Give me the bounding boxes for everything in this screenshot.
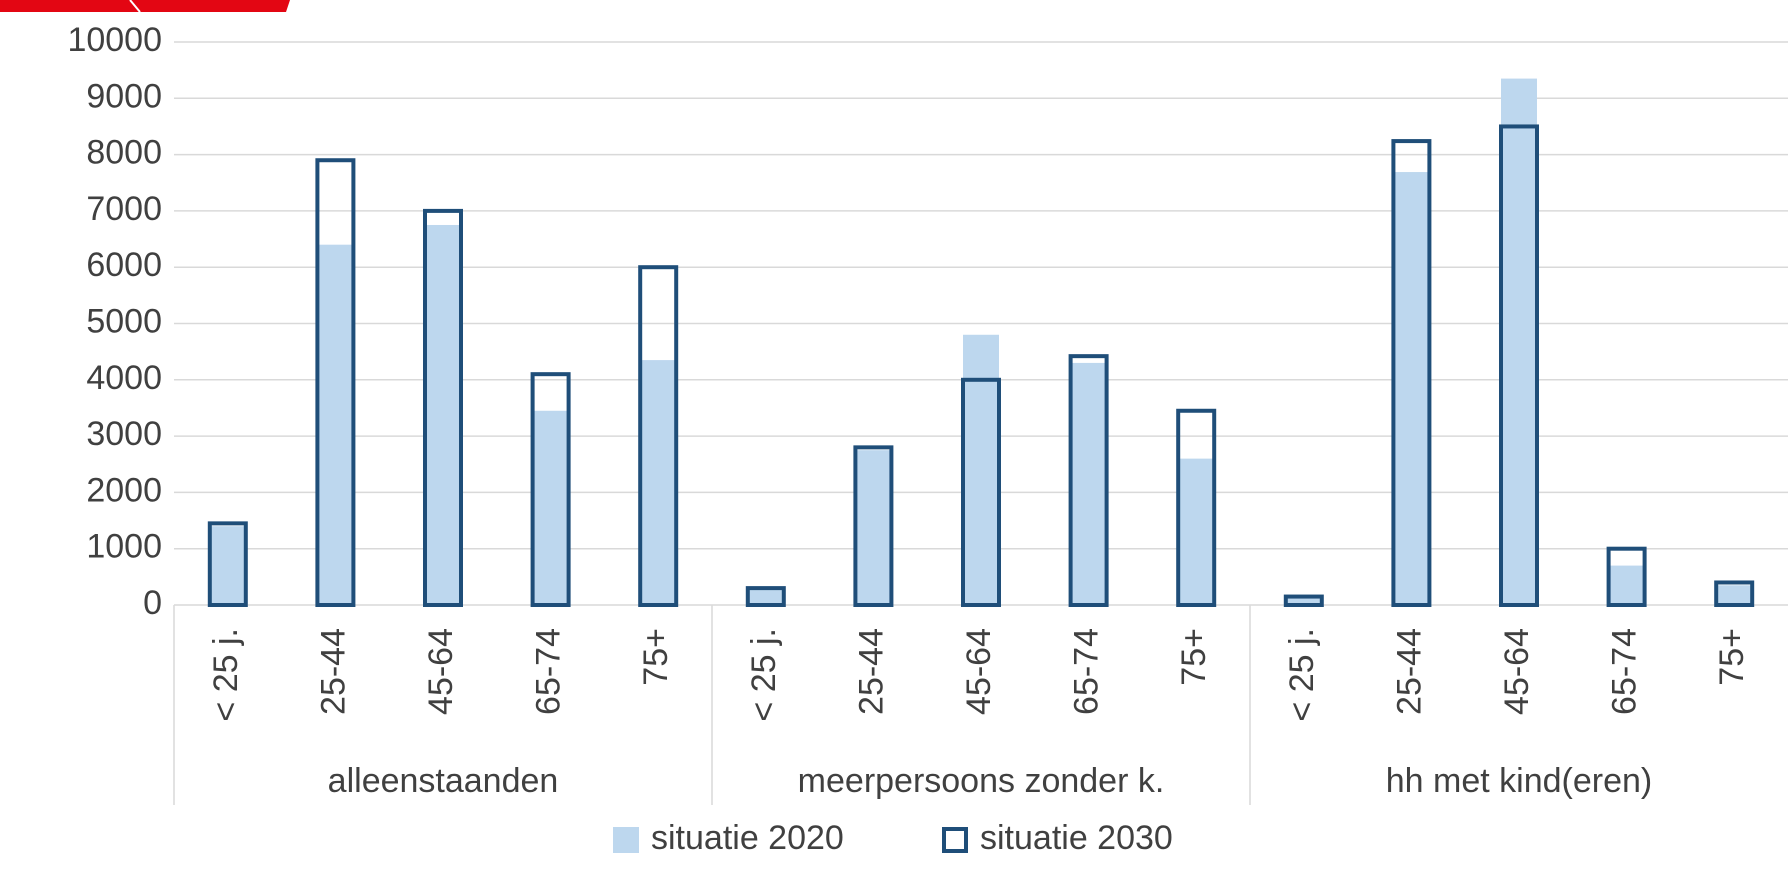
bar: [1716, 585, 1753, 605]
bar-outline: [1068, 354, 1109, 607]
x-tick-label: < 25 j.: [207, 628, 245, 722]
bar-outline: [638, 265, 679, 607]
y-tick-label: 7000: [86, 190, 162, 228]
bar: [1501, 78, 1537, 606]
y-tick-label: 8000: [86, 134, 162, 172]
x-tick-label: 25-44: [852, 628, 890, 715]
bar: [1608, 565, 1645, 605]
bar: [640, 360, 677, 605]
x-tick-label: 45-64: [1498, 628, 1536, 715]
bar: [1393, 172, 1430, 606]
bar: [1285, 598, 1322, 605]
bar: [209, 526, 246, 605]
x-tick-label: 45-64: [960, 628, 998, 715]
y-tick-label: 1000: [86, 528, 162, 566]
x-tick-label: 25-44: [314, 628, 352, 715]
x-tick-label: < 25 j.: [745, 628, 783, 722]
group-label: hh met kind(eren): [1386, 762, 1652, 800]
legend-swatch: [942, 827, 968, 853]
group-label: alleenstaanden: [328, 762, 559, 800]
bar-outline: [1714, 580, 1755, 607]
bar-outline: [423, 208, 463, 607]
bar: [425, 224, 461, 605]
x-tick-label: 75+: [1175, 628, 1213, 686]
legend-swatch: [613, 827, 639, 853]
group-label: meerpersoons zonder k.: [798, 762, 1165, 800]
x-tick-label: 45-64: [422, 628, 460, 715]
bar-outline: [530, 372, 571, 608]
bar: [532, 410, 569, 605]
bar: [747, 589, 784, 605]
bar: [317, 244, 354, 605]
y-tick-label: 2000: [86, 471, 162, 509]
bar-outline: [315, 158, 356, 607]
y-tick-label: 6000: [86, 246, 162, 284]
bar: [855, 450, 892, 605]
bar-outline: [1391, 139, 1432, 607]
x-tick-label: 65-74: [530, 628, 568, 715]
y-tick-label: 0: [143, 584, 162, 622]
bar-outline: [961, 377, 1001, 607]
bar-outline: [207, 521, 248, 607]
x-tick-label: 75+: [1713, 628, 1751, 686]
bar: [1070, 362, 1107, 605]
y-tick-label: 10000: [67, 21, 162, 59]
bar-outline: [1283, 594, 1324, 607]
bar-outline: [745, 586, 786, 607]
logo-fragment-line: [129, 0, 141, 13]
bar-outline: [1176, 408, 1217, 608]
y-tick-label: 3000: [86, 415, 162, 453]
bar: [963, 334, 999, 605]
x-tick-label: 75+: [637, 628, 675, 686]
legend-label: situatie 2020: [651, 819, 844, 857]
legend-label: situatie 2030: [980, 819, 1173, 857]
x-tick-label: 25-44: [1390, 628, 1428, 715]
x-tick-label: 65-74: [1606, 628, 1644, 715]
bar-outline: [1606, 546, 1647, 608]
x-tick-label: 65-74: [1068, 628, 1106, 715]
y-tick-label: 5000: [86, 302, 162, 340]
bar: [1178, 458, 1215, 605]
logo-fragment: [0, 0, 290, 12]
y-tick-label: 4000: [86, 359, 162, 397]
bar-outline: [1499, 124, 1539, 607]
bar-outline: [853, 445, 894, 607]
x-tick-label: < 25 j.: [1283, 628, 1321, 722]
y-tick-label: 9000: [86, 77, 162, 115]
